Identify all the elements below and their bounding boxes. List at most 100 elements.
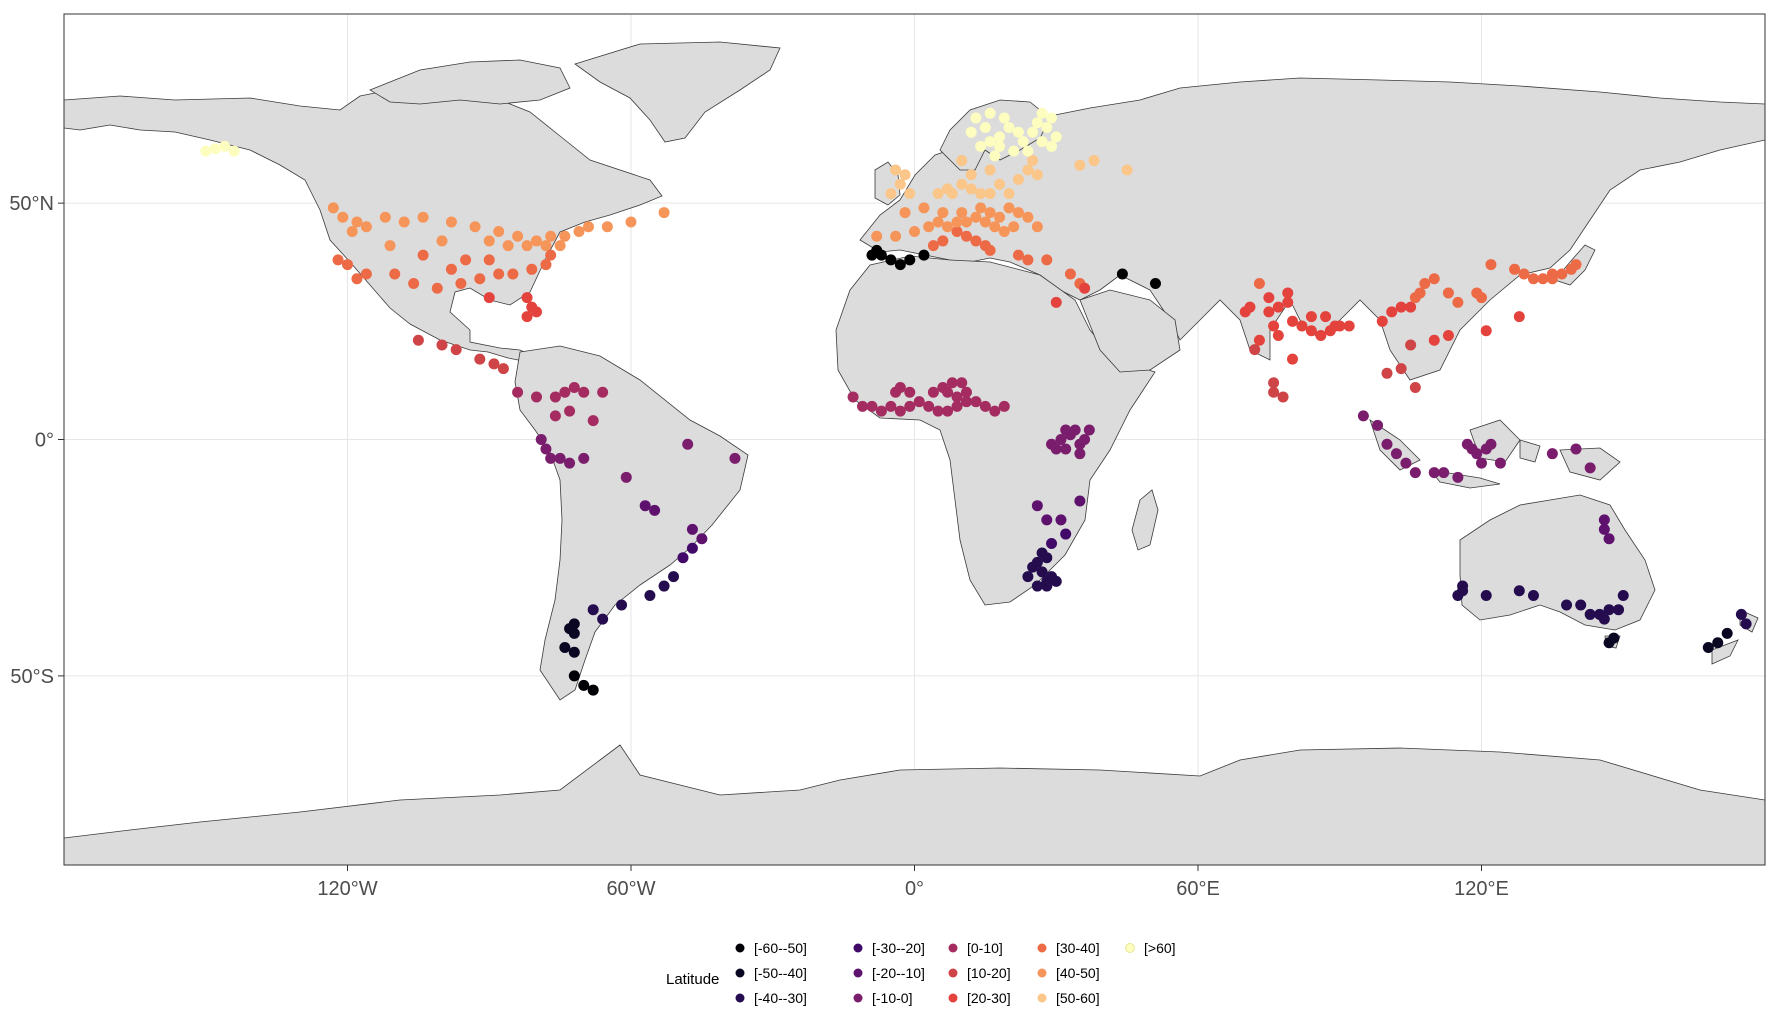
site-point xyxy=(540,259,552,271)
site-point xyxy=(951,216,963,228)
y-tick-label: 50°N xyxy=(9,193,54,215)
legend-label: [-10-0] xyxy=(872,990,912,1006)
site-point xyxy=(497,363,509,375)
site-point xyxy=(927,386,939,398)
site-point xyxy=(1395,301,1407,313)
site-point xyxy=(1277,391,1289,403)
site-point xyxy=(445,263,457,275)
site-point xyxy=(1296,320,1308,332)
site-point xyxy=(431,282,443,294)
site-point xyxy=(1409,381,1421,393)
site-point xyxy=(1287,353,1298,365)
site-point xyxy=(408,277,420,289)
site-point xyxy=(327,202,339,214)
site-point xyxy=(1031,169,1043,181)
site-point xyxy=(1079,434,1091,445)
site-point xyxy=(1305,325,1317,337)
site-point xyxy=(1598,523,1610,535)
site-point xyxy=(975,140,987,152)
site-point xyxy=(535,434,547,445)
site-point xyxy=(601,221,613,233)
site-point xyxy=(568,670,580,682)
site-point xyxy=(1357,410,1369,422)
site-point xyxy=(1386,306,1398,318)
site-point xyxy=(493,225,505,237)
site-point xyxy=(1003,188,1015,200)
site-point xyxy=(1036,136,1048,148)
site-point xyxy=(1381,438,1393,450)
site-point xyxy=(1740,618,1752,630)
x-axis: 120°W 60°W 0° 60°E 120°E xyxy=(317,865,1509,900)
site-point xyxy=(559,642,571,654)
site-point xyxy=(904,254,916,266)
site-point xyxy=(620,471,632,483)
site-point xyxy=(1031,500,1043,512)
site-point xyxy=(455,277,467,289)
site-point xyxy=(984,244,996,256)
site-point xyxy=(998,225,1010,237)
site-point xyxy=(1546,273,1558,285)
site-point xyxy=(568,627,580,639)
site-point xyxy=(1074,448,1086,460)
site-point xyxy=(1476,457,1487,469)
site-point xyxy=(568,381,580,393)
site-point xyxy=(1253,334,1265,346)
site-point xyxy=(1442,287,1454,299)
legend-title: Latitude xyxy=(666,971,719,988)
site-point xyxy=(1060,443,1072,455)
site-point xyxy=(965,183,977,195)
site-point xyxy=(932,405,944,417)
site-point xyxy=(909,225,920,237)
site-point xyxy=(559,230,571,242)
site-point xyxy=(502,240,514,252)
site-point xyxy=(984,164,996,176)
site-point xyxy=(932,188,944,200)
site-point xyxy=(1055,514,1067,526)
site-point xyxy=(984,107,996,119)
site-point xyxy=(975,188,987,200)
site-point xyxy=(927,240,939,252)
site-point xyxy=(904,188,916,200)
site-point xyxy=(1027,561,1039,573)
site-point xyxy=(1428,334,1440,346)
site-point xyxy=(1513,311,1525,323)
site-point xyxy=(1617,590,1629,602)
site-point xyxy=(1603,533,1615,545)
legend-items: [-60--50] [-50--40] [-40--30] [-30--20] [-20… xyxy=(735,940,1176,1006)
site-point xyxy=(1012,249,1024,261)
site-point xyxy=(1575,599,1587,611)
site-point xyxy=(1390,448,1402,460)
site-point xyxy=(332,254,344,266)
site-point xyxy=(885,254,897,266)
site-point xyxy=(1395,363,1407,375)
legend-label: [40-50] xyxy=(1056,965,1100,981)
site-point xyxy=(956,155,968,167)
site-point xyxy=(1012,173,1024,185)
site-point xyxy=(1244,301,1256,313)
site-point xyxy=(951,391,963,403)
site-point xyxy=(1022,571,1034,583)
site-point xyxy=(1074,495,1086,507)
site-point xyxy=(639,500,651,512)
site-point xyxy=(219,140,231,152)
site-point xyxy=(994,131,1006,143)
site-point xyxy=(1471,448,1483,460)
site-point xyxy=(474,353,486,365)
site-point xyxy=(545,452,557,464)
site-point xyxy=(1088,155,1100,167)
legend-label: [-60--50] xyxy=(754,940,807,956)
site-point xyxy=(389,268,401,280)
site-point xyxy=(951,400,963,412)
site-point xyxy=(436,235,448,247)
site-point xyxy=(1452,296,1464,308)
site-point xyxy=(885,400,897,412)
site-point xyxy=(200,145,212,157)
site-point xyxy=(890,230,902,242)
legend-label: [>60] xyxy=(1144,940,1176,956)
site-point xyxy=(1022,145,1034,157)
site-point xyxy=(1598,613,1610,625)
site-point xyxy=(696,533,708,545)
site-point xyxy=(1485,259,1497,271)
site-point xyxy=(1079,282,1091,294)
site-point xyxy=(885,188,897,200)
